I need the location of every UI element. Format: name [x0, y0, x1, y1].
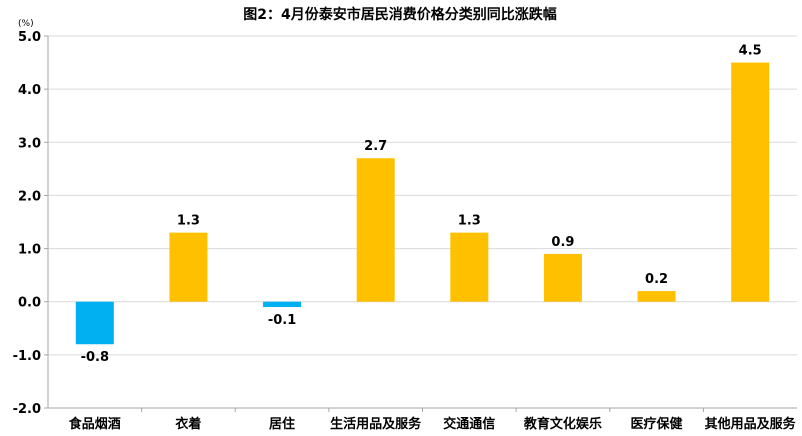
y-tick-label: 4.0 — [18, 83, 41, 98]
bar — [169, 232, 208, 302]
data-label: 1.3 — [458, 214, 481, 229]
y-tick-label: 0.0 — [18, 296, 41, 311]
axes — [47, 36, 797, 409]
y-tick-label: 5.0 — [18, 30, 41, 45]
gridlines — [48, 35, 797, 409]
y-tick-label: 3.0 — [18, 136, 41, 151]
bars — [75, 62, 770, 345]
bar — [263, 301, 302, 308]
x-tick-label: 居住 — [269, 416, 295, 432]
x-tick-label: 衣着 — [175, 416, 201, 432]
data-label: -0.8 — [81, 350, 109, 365]
bar — [543, 253, 582, 302]
bar — [75, 301, 114, 345]
y-axis-ticks: 5.0 4.0 3.0 2.0 1.0 0.0 -1.0 -2.0 — [13, 30, 48, 417]
x-tick-label: 交通通信 — [443, 416, 495, 432]
y-tick-label: -2.0 — [13, 402, 41, 417]
data-labels: -0.8 1.3 -0.1 2.7 1.3 0.9 0.2 4.5 — [81, 44, 762, 366]
y-tick-label: -1.0 — [13, 349, 41, 364]
unit-label: (%) — [18, 19, 34, 29]
bar — [450, 232, 489, 302]
x-tick-label: 医疗保健 — [631, 416, 683, 432]
bar — [637, 291, 676, 302]
data-label: 2.7 — [364, 139, 387, 154]
x-tick-label: 食品烟酒 — [69, 416, 121, 432]
x-tick-label: 生活用品及服务 — [330, 416, 422, 432]
x-axis-ticks: 食品烟酒 衣着 居住 生活用品及服务 交通通信 教育文化娱乐 医疗保健 其他用品及服务 — [69, 408, 797, 432]
x-tick-label: 其他用品及服务 — [705, 416, 797, 432]
data-label: 0.2 — [645, 272, 668, 287]
chart-title: 图2：4月份泰安市居民消费价格分类别同比涨跌幅 — [243, 6, 556, 23]
y-tick-label: 1.0 — [18, 243, 41, 258]
x-tick-label: 教育文化娱乐 — [523, 416, 602, 432]
data-label: -0.1 — [268, 313, 296, 328]
bar — [356, 158, 395, 302]
data-label: 4.5 — [739, 44, 762, 59]
data-label: 0.9 — [551, 235, 574, 250]
y-tick-label: 2.0 — [18, 189, 41, 204]
bar — [731, 62, 770, 302]
data-label: 1.3 — [177, 214, 200, 229]
